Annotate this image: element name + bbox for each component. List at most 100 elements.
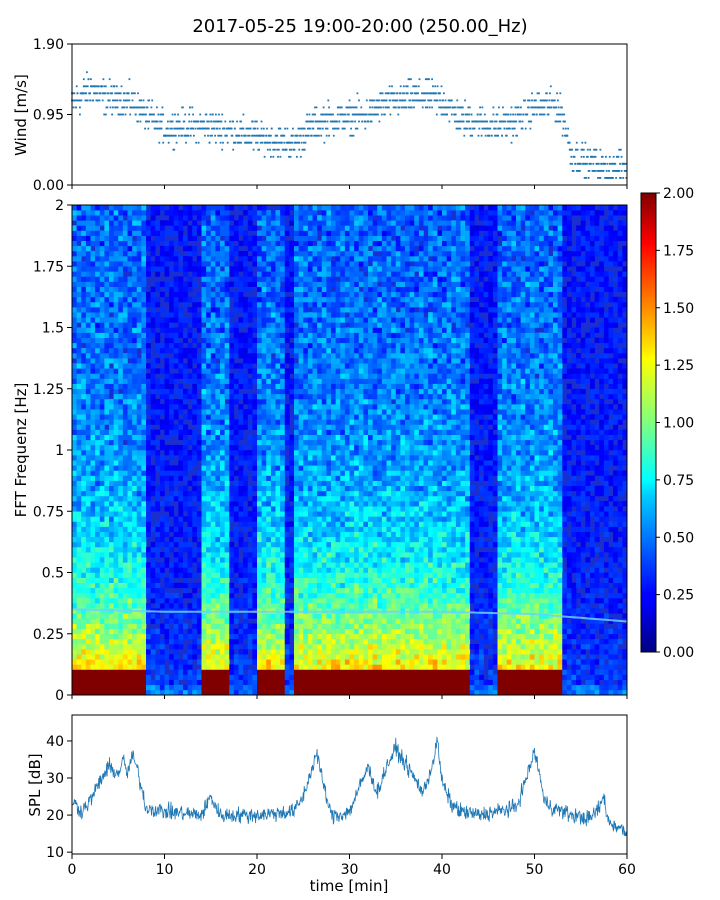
spectrogram-cell <box>122 613 128 619</box>
spectrogram-cell <box>90 439 96 446</box>
wind-point <box>110 85 113 88</box>
spectrogram-cell <box>206 256 212 262</box>
spectrogram-cell <box>169 541 175 548</box>
spectrogram-cell <box>201 215 207 221</box>
spectrogram-cell <box>122 465 128 471</box>
spectrogram-cell <box>169 373 175 379</box>
spectrogram-cell <box>146 256 151 262</box>
spectrogram-cell <box>201 424 207 430</box>
spectrogram-cell <box>215 414 221 420</box>
spectrogram-cell <box>146 424 151 430</box>
spectrogram-cell <box>141 230 147 236</box>
spectrogram-cell <box>95 628 101 635</box>
wind-point <box>150 113 153 116</box>
wind-point <box>524 127 527 130</box>
spectrogram-cell <box>146 592 151 599</box>
wind-point <box>402 106 404 109</box>
spectrogram-cell <box>257 613 262 619</box>
spectrogram-cell <box>113 358 119 364</box>
spectrogram-cell <box>146 337 151 344</box>
spectrogram-cell <box>155 643 161 650</box>
wind-point <box>579 170 581 172</box>
spectrogram-cell <box>215 659 221 665</box>
spectrogram-cell <box>229 495 235 502</box>
spectrogram-cell <box>257 286 262 293</box>
spectrogram-cell <box>159 439 165 446</box>
spectrogram-cell <box>252 353 258 359</box>
wind-point <box>506 120 509 123</box>
spectrogram-cell <box>95 373 101 379</box>
spectrogram-cell <box>90 291 96 298</box>
wind-point <box>137 106 140 109</box>
spectrogram-cell <box>113 541 119 548</box>
spectrogram-cell <box>99 439 105 446</box>
spectrogram-cell <box>243 562 249 568</box>
spectrogram-cell <box>72 501 77 507</box>
spectrogram-cell <box>206 220 212 226</box>
spectrogram-cell <box>206 383 212 390</box>
spectrogram-cell <box>146 347 151 354</box>
spectrogram-cell <box>178 633 184 640</box>
spectrogram-cell <box>118 281 124 287</box>
wind-point <box>123 106 126 109</box>
wind-point <box>182 106 184 109</box>
spectrogram-cell <box>238 429 244 435</box>
spectrogram-cell <box>192 587 198 594</box>
spectrogram-cell <box>95 475 101 481</box>
spectrogram-cell <box>206 516 212 522</box>
spectrogram-cell <box>95 266 101 272</box>
spectrogram-cell <box>210 659 216 665</box>
spectrogram-cell <box>243 587 249 594</box>
wind-point <box>292 134 294 137</box>
spectrogram-cell <box>118 205 124 211</box>
spectrogram-cell <box>104 480 110 487</box>
spectrogram-cell <box>257 322 262 328</box>
spectrogram-cell <box>95 301 101 308</box>
spectrogram-cell <box>72 368 77 374</box>
spectrogram-cell <box>136 378 142 384</box>
spectrogram-cell <box>72 582 77 589</box>
wind-point <box>99 92 102 95</box>
spectrogram-cell <box>243 649 249 655</box>
wind-point <box>319 127 322 130</box>
spectrogram-cell <box>104 235 110 242</box>
spectrogram-cell <box>155 439 161 446</box>
wind-point <box>188 120 191 123</box>
spectrogram-cell <box>155 450 161 456</box>
spectrogram-cell <box>95 577 101 583</box>
spectrogram-cell <box>257 271 262 277</box>
spectrogram-cell <box>210 312 216 318</box>
wind-point <box>480 134 483 137</box>
spectrogram-cell <box>118 301 124 308</box>
spectrogram-cell <box>247 256 253 262</box>
spectrogram-cell <box>201 281 207 287</box>
wind-point <box>514 106 517 109</box>
spectrogram-cell <box>187 455 193 461</box>
wind-point <box>542 113 544 116</box>
spectrogram-cell <box>183 506 188 512</box>
spectrogram-cell <box>169 633 175 640</box>
spectrogram-cell <box>76 684 82 691</box>
spectrogram-cell <box>187 342 193 349</box>
spectrogram-cell <box>257 552 262 558</box>
spectrogram-cell <box>238 501 244 507</box>
wind-point <box>191 106 194 109</box>
wind-point <box>367 120 370 123</box>
spectrogram-cell <box>252 240 258 247</box>
wind-point <box>119 113 121 116</box>
wind-point <box>304 141 307 144</box>
spectrogram-cell <box>122 353 128 359</box>
spectrogram-cell <box>132 281 138 287</box>
spectrogram-cell <box>220 521 225 527</box>
spectrogram-cell <box>85 347 91 354</box>
spectrogram-cell <box>238 689 244 695</box>
spectrogram-cell <box>183 541 188 548</box>
spectrogram-cell <box>224 337 230 344</box>
spectrogram-cell <box>233 598 239 604</box>
spectrogram-cell <box>127 322 133 328</box>
spectrogram-cell <box>90 455 96 461</box>
spectrogram-cell <box>178 398 184 405</box>
spectrogram-cell <box>150 587 156 594</box>
spectrogram-cell <box>196 398 202 405</box>
spectrogram-cell <box>136 439 142 446</box>
